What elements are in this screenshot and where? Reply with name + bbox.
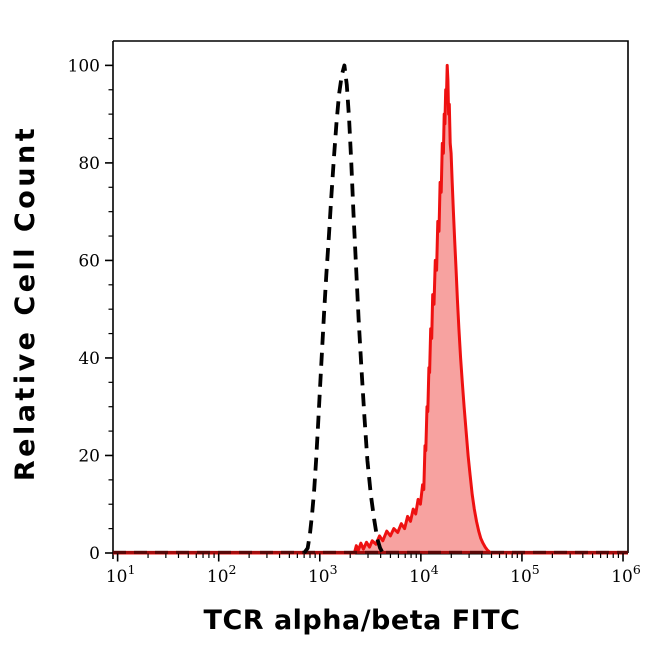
control-dashed-curve [302,63,385,555]
y-tick-label: 0 [89,544,100,564]
x-tick-label: 102 [207,562,237,587]
x-tick-label: 101 [106,562,136,587]
spine-top-right [113,40,629,553]
x-tick-label: 105 [510,562,540,587]
y-tick-label: 40 [78,349,100,369]
x-tick-label: 106 [611,562,641,587]
y-axis-title: Relative Cell Count [10,125,41,481]
stained-sample-curve [113,63,628,555]
axis-ticks [105,64,624,562]
y-tick-label: 80 [78,154,100,174]
y-tick-label: 100 [68,56,100,76]
x-axis-title: TCR alpha/beta FITC [204,605,521,636]
axis-tick-labels: 101 102 103 104 105 106 0 20 40 60 80 100 [68,56,641,587]
y-tick-label: 20 [78,446,100,466]
x-tick-label: 104 [409,562,439,587]
series-layer [113,63,628,555]
y-tick-label: 60 [78,251,100,271]
x-tick-label: 103 [308,562,338,587]
